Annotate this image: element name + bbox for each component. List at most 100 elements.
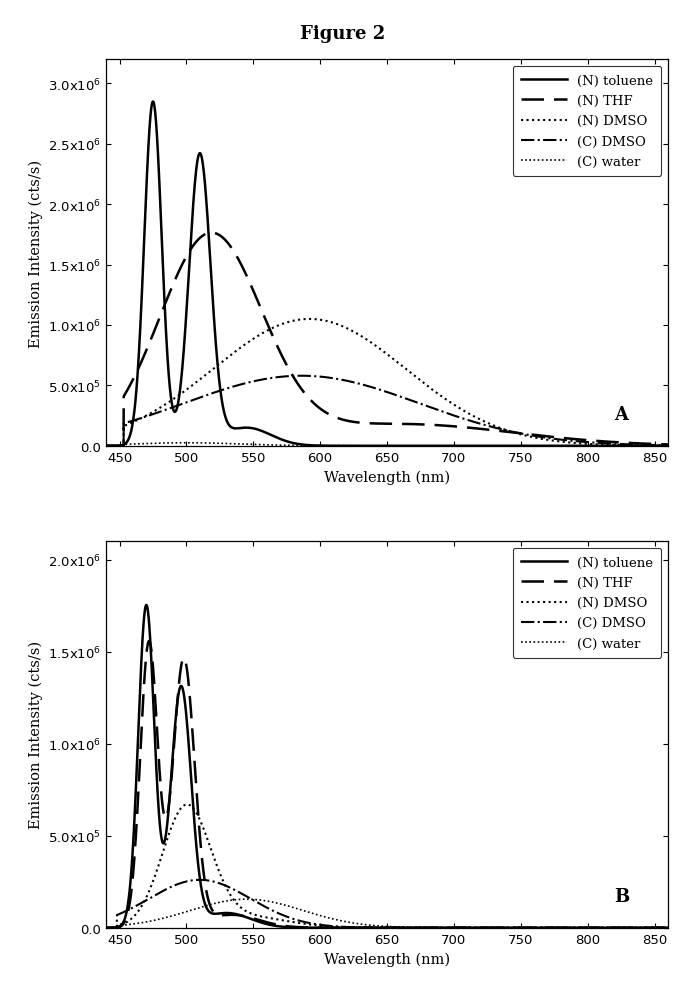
Legend: (N) toluene, (N) THF, (N) DMSO, (C) DMSO, (C) water: (N) toluene, (N) THF, (N) DMSO, (C) DMSO…	[512, 549, 661, 658]
(N) THF	[319, 405, 327, 417]
(N) THF	[666, 439, 674, 451]
(N) DMSO	[196, 374, 204, 386]
(N) DMSO	[319, 315, 327, 327]
(N) THF	[208, 228, 216, 240]
Line: (C) DMSO: (C) DMSO	[99, 376, 682, 446]
(N) THF	[344, 922, 352, 934]
(N) toluene	[344, 440, 352, 452]
(N) toluene	[677, 922, 685, 934]
(C) water	[666, 440, 674, 452]
(N) toluene	[162, 327, 170, 339]
X-axis label: Wavelength (nm): Wavelength (nm)	[324, 469, 450, 484]
(N) THF	[95, 922, 103, 934]
(N) toluene	[319, 922, 327, 934]
(N) toluene	[162, 827, 170, 840]
(N) toluene	[149, 96, 157, 108]
(N) THF	[677, 922, 685, 934]
(N) THF	[666, 922, 674, 934]
(N) toluene	[666, 922, 674, 934]
(N) THF	[603, 922, 612, 934]
(C) DMSO	[196, 392, 204, 404]
(C) DMSO	[666, 922, 674, 934]
(N) DMSO	[183, 798, 191, 810]
(N) toluene	[603, 440, 612, 452]
(C) water	[666, 922, 674, 934]
(C) water	[344, 916, 352, 928]
(N) DMSO	[306, 314, 314, 326]
(C) DMSO	[297, 370, 306, 382]
(C) DMSO	[677, 922, 685, 934]
(N) toluene	[95, 922, 103, 934]
Text: A: A	[614, 405, 629, 423]
(C) water	[677, 440, 685, 452]
Line: (N) THF: (N) THF	[99, 234, 682, 446]
(N) toluene	[197, 148, 205, 160]
(C) DMSO	[319, 371, 327, 383]
(N) DMSO	[162, 398, 170, 410]
(C) DMSO	[197, 874, 205, 886]
(C) water	[319, 911, 327, 923]
(C) DMSO	[603, 922, 612, 934]
(C) DMSO	[344, 375, 352, 387]
Line: (N) DMSO: (N) DMSO	[99, 320, 682, 446]
Line: (C) water: (C) water	[99, 443, 682, 446]
(C) DMSO	[319, 919, 327, 931]
(N) toluene	[142, 600, 151, 612]
(N) DMSO	[344, 922, 352, 934]
(C) water	[677, 922, 685, 934]
(N) THF	[603, 436, 612, 448]
(N) DMSO	[603, 922, 612, 934]
Line: (C) DMSO: (C) DMSO	[99, 880, 682, 928]
(C) DMSO	[162, 404, 170, 416]
(N) DMSO	[162, 838, 170, 850]
(C) DMSO	[95, 440, 103, 452]
(N) THF	[162, 811, 170, 823]
(N) DMSO	[677, 440, 685, 452]
(N) THF	[95, 440, 103, 452]
(N) THF	[197, 838, 205, 850]
Line: (N) toluene: (N) toluene	[99, 102, 682, 446]
(N) toluene	[666, 440, 674, 452]
(N) DMSO	[95, 922, 103, 934]
(N) toluene	[319, 440, 327, 452]
(N) toluene	[603, 922, 612, 934]
(C) water	[162, 437, 170, 449]
(N) THF	[196, 233, 204, 245]
(C) water	[95, 440, 103, 452]
(C) DMSO	[677, 440, 685, 452]
Y-axis label: Emission Intensity (cts/s): Emission Intensity (cts/s)	[28, 641, 42, 828]
Legend: (N) toluene, (N) THF, (N) DMSO, (C) DMSO, (C) water: (N) toluene, (N) THF, (N) DMSO, (C) DMSO…	[512, 67, 661, 177]
(N) toluene	[677, 440, 685, 452]
Text: Figure 2: Figure 2	[300, 25, 385, 43]
(N) DMSO	[344, 323, 352, 335]
Line: (N) THF: (N) THF	[99, 641, 682, 928]
(N) toluene	[197, 878, 205, 890]
Line: (N) DMSO: (N) DMSO	[99, 804, 682, 928]
(C) water	[196, 902, 204, 914]
(N) toluene	[95, 440, 103, 452]
(N) DMSO	[677, 922, 685, 934]
(C) water	[162, 912, 170, 924]
(N) DMSO	[95, 440, 103, 452]
(C) water	[242, 894, 251, 906]
(N) DMSO	[603, 439, 612, 451]
(C) water	[319, 440, 327, 452]
Y-axis label: Emission Intensity (cts/s): Emission Intensity (cts/s)	[28, 159, 42, 347]
(N) THF	[145, 635, 153, 647]
(C) DMSO	[95, 922, 103, 934]
(N) DMSO	[666, 922, 674, 934]
X-axis label: Wavelength (nm): Wavelength (nm)	[324, 951, 450, 966]
(C) DMSO	[344, 921, 352, 933]
(N) THF	[162, 297, 170, 309]
(C) water	[95, 922, 103, 934]
(C) water	[197, 437, 205, 449]
Text: B: B	[614, 887, 630, 905]
(C) DMSO	[603, 438, 612, 450]
Line: (C) water: (C) water	[99, 900, 682, 928]
(N) THF	[677, 439, 685, 451]
(N) THF	[319, 922, 327, 934]
(N) THF	[344, 415, 352, 427]
(C) water	[182, 437, 190, 449]
(C) DMSO	[162, 884, 170, 896]
(C) water	[603, 440, 612, 452]
